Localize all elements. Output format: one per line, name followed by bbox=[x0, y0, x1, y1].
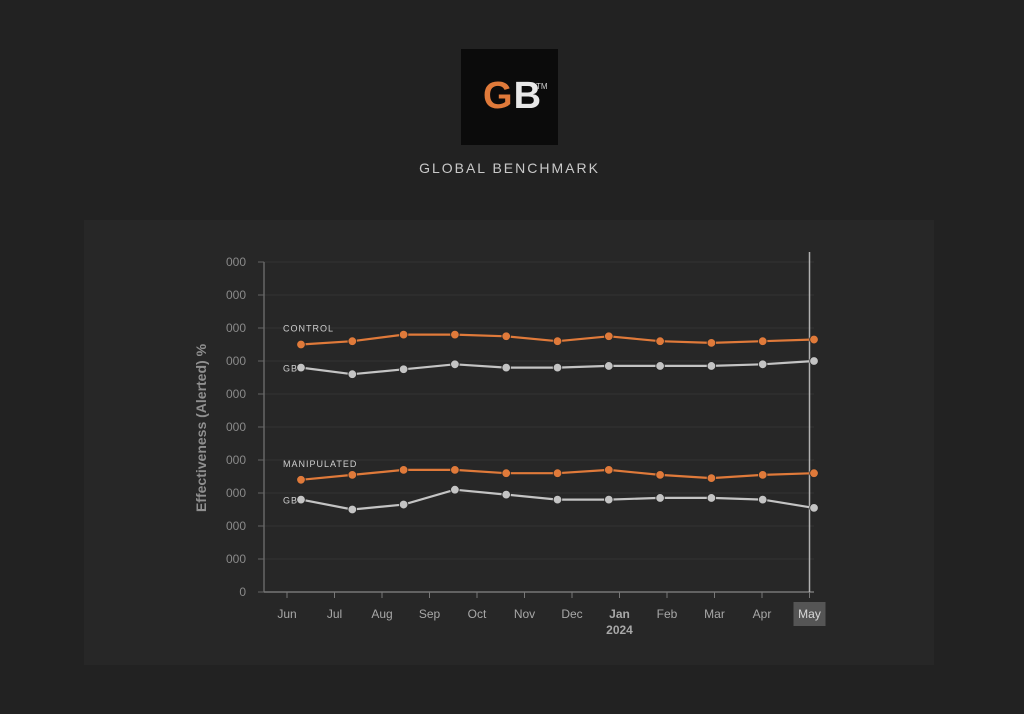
data-point-control bbox=[347, 336, 358, 346]
data-point-control bbox=[706, 338, 717, 348]
x-year-label: 2024 bbox=[606, 623, 633, 637]
highlighted-x-box bbox=[793, 602, 826, 626]
data-point-control bbox=[450, 329, 460, 340]
series-annotation: GB bbox=[283, 364, 298, 374]
data-point-manipulated_gb bbox=[809, 503, 819, 513]
data-point-control bbox=[809, 334, 819, 345]
data-point-control_gb bbox=[809, 356, 819, 366]
y-tick-label: 000 bbox=[226, 255, 246, 269]
data-point-manipulated_gb bbox=[758, 494, 768, 505]
data-point-control bbox=[655, 336, 665, 346]
logo-wordmark: GB bbox=[483, 76, 542, 116]
data-point-manipulated bbox=[655, 470, 665, 480]
data-point-control_gb bbox=[758, 359, 768, 370]
x-tick-label: Jan bbox=[609, 607, 630, 621]
data-point-manipulated bbox=[347, 470, 358, 480]
logo-letter-b: B bbox=[513, 75, 543, 117]
x-tick-label: May bbox=[798, 607, 821, 621]
data-point-control_gb bbox=[398, 364, 409, 374]
data-point-control_gb bbox=[501, 362, 511, 373]
data-point-control_gb bbox=[552, 362, 563, 373]
data-point-manipulated bbox=[552, 468, 563, 478]
data-point-control_gb bbox=[655, 361, 665, 371]
x-tick-label: Jul bbox=[327, 607, 342, 621]
y-tick-label: 000 bbox=[226, 486, 246, 500]
x-tick-label: Jun bbox=[277, 607, 296, 621]
x-tick-label: Nov bbox=[514, 607, 535, 621]
data-point-manipulated bbox=[604, 465, 614, 475]
series-lines bbox=[296, 329, 819, 515]
x-tick-label: Feb bbox=[657, 607, 678, 621]
data-point-control_gb bbox=[450, 359, 460, 370]
data-point-manipulated_gb bbox=[706, 493, 717, 503]
y-tick-label: 000 bbox=[226, 387, 246, 401]
data-point-manipulated_gb bbox=[501, 489, 511, 500]
y-tick-label: 000 bbox=[226, 321, 246, 335]
data-point-manipulated_gb bbox=[604, 494, 614, 505]
chart-panel bbox=[84, 220, 934, 665]
y-tick-label: 000 bbox=[226, 552, 246, 566]
data-point-manipulated bbox=[706, 473, 717, 483]
axes bbox=[258, 252, 814, 598]
data-point-control bbox=[501, 331, 511, 341]
y-axis-label: Effectiveness (Alerted) % bbox=[193, 343, 209, 512]
logo-letter-g: G bbox=[483, 75, 514, 117]
logo-trademark: TM bbox=[536, 82, 548, 91]
x-tick-label: Apr bbox=[753, 607, 772, 621]
x-tick-label: Mar bbox=[704, 607, 725, 621]
data-point-manipulated bbox=[296, 475, 306, 485]
brand-logo: GB TM bbox=[461, 49, 558, 145]
data-point-manipulated bbox=[758, 470, 768, 480]
x-tick-label: Dec bbox=[561, 607, 582, 621]
data-point-control bbox=[604, 331, 614, 341]
x-tick-labels: Jun Jul Aug Sep Oct Nov Dec Jan 2024 Feb Mar Apr May bbox=[277, 602, 826, 637]
x-tick-label: Oct bbox=[468, 607, 487, 621]
brand-name: GLOBAL BENCHMARK bbox=[419, 160, 600, 176]
y-tick-label: 0 bbox=[239, 585, 246, 599]
series-annotations: CONTROL GB MANIPULATED GB bbox=[283, 324, 357, 506]
data-point-manipulated bbox=[398, 465, 409, 475]
x-tick-label: Aug bbox=[371, 607, 392, 621]
data-point-control_gb bbox=[296, 362, 306, 373]
data-point-control bbox=[296, 339, 306, 350]
data-point-manipulated_gb bbox=[398, 499, 409, 510]
y-tick-label: 000 bbox=[226, 420, 246, 434]
data-point-manipulated_gb bbox=[655, 493, 665, 503]
series-annotation: GB bbox=[283, 496, 298, 506]
y-tick-label: 000 bbox=[226, 354, 246, 368]
data-point-manipulated_gb bbox=[347, 504, 358, 515]
data-point-manipulated_gb bbox=[552, 494, 563, 505]
data-point-manipulated_gb bbox=[450, 485, 460, 495]
data-point-control_gb bbox=[706, 361, 717, 371]
data-point-control_gb bbox=[347, 369, 358, 379]
data-point-manipulated bbox=[450, 465, 460, 475]
data-point-manipulated bbox=[501, 468, 511, 478]
grid-lines bbox=[264, 261, 814, 560]
data-point-control bbox=[552, 336, 563, 346]
y-tick-label: 000 bbox=[226, 288, 246, 302]
x-tick-label: Sep bbox=[419, 607, 441, 621]
y-tick-label: 000 bbox=[226, 453, 246, 467]
y-tick-label: 000 bbox=[226, 519, 246, 533]
series-annotation: CONTROL bbox=[283, 324, 334, 334]
series-annotation: MANIPULATED bbox=[283, 459, 357, 469]
data-point-control bbox=[758, 336, 768, 346]
data-point-control bbox=[398, 329, 409, 340]
data-point-manipulated bbox=[809, 468, 819, 478]
data-point-control_gb bbox=[604, 361, 614, 371]
data-point-manipulated_gb bbox=[296, 494, 306, 505]
